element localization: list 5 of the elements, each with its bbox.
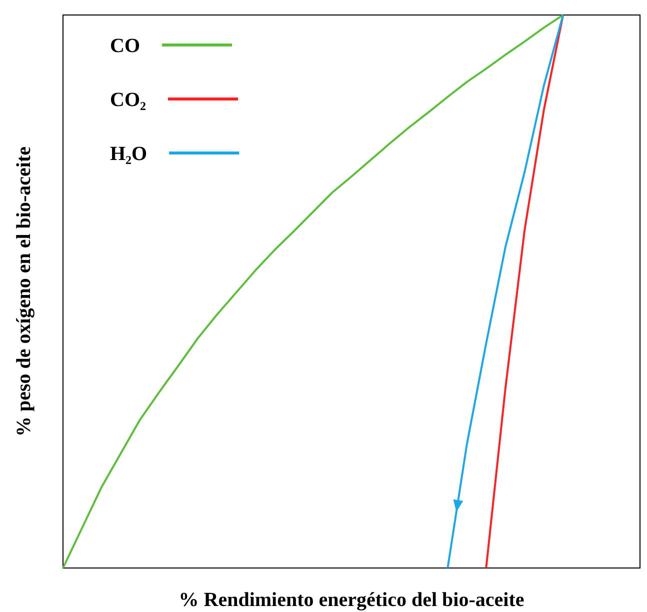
legend-label: CO	[110, 35, 140, 57]
legend-label: H₂O	[110, 143, 148, 165]
x-axis-title: % Rendimiento energético del bio-aceite	[178, 589, 524, 611]
y-axis-title: % peso de oxígeno en el bio-aceite	[13, 146, 35, 436]
legend-label: CO₂	[110, 89, 146, 111]
